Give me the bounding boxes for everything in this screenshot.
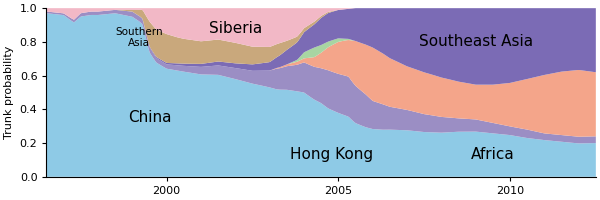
Text: Southeast Asia: Southeast Asia <box>419 34 533 49</box>
Text: Africa: Africa <box>471 147 515 162</box>
Text: China: China <box>128 110 171 125</box>
Text: Siberia: Siberia <box>209 21 262 36</box>
Text: Southern
Asia: Southern Asia <box>115 27 163 48</box>
Text: Hong Kong: Hong Kong <box>290 147 373 162</box>
Y-axis label: Trunk probability: Trunk probability <box>4 46 14 139</box>
